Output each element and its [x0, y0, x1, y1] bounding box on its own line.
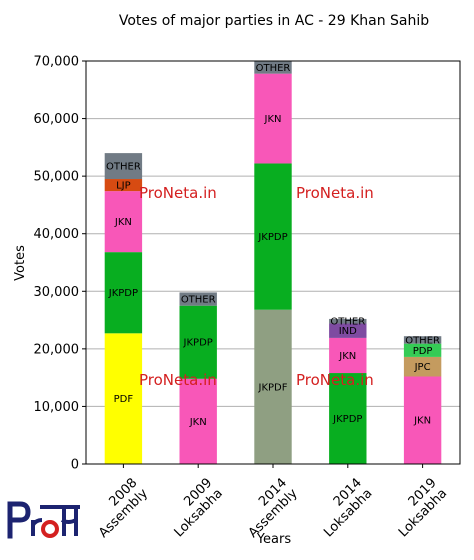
y-tick-label: 10,000	[34, 400, 80, 415]
bar-stack: PDF JKPDP JKN LJP OTHER	[104, 153, 143, 464]
bar-segment	[403, 376, 442, 464]
bar-segment	[104, 153, 143, 180]
watermark-text: ProNeta.in	[296, 371, 374, 389]
y-axis-ticks: 0 10,000 20,000 30,000 40,000 50,000 60,000 70,…	[34, 55, 86, 473]
bar-segment	[179, 378, 217, 464]
bar-segment	[403, 336, 442, 344]
y-tick-label: 0	[71, 458, 79, 473]
bar-segment-label: PDP	[413, 346, 433, 357]
logo-letter-ta	[60, 507, 78, 536]
bar-segment-label: JKN	[114, 217, 132, 228]
y-axis-label: Votes	[13, 245, 28, 281]
bar-segment-label: OTHER	[405, 335, 440, 346]
bar-segment-label: IND	[339, 326, 357, 337]
logo-letter-p	[7, 501, 31, 539]
x-tick-label: 2019Loksabha	[385, 475, 450, 540]
y-tick-label: 70,000	[34, 55, 80, 70]
x-axis-label: Years	[256, 532, 292, 547]
bar-segment	[254, 61, 292, 74]
bar-segment-label: JKPDP	[108, 288, 138, 299]
x-tick-label: 2009Loksabha	[161, 475, 226, 540]
bar-segment-label: JKN	[338, 351, 356, 362]
watermark-text: ProNeta.in	[139, 184, 217, 202]
bar-segment	[104, 333, 143, 464]
bar-segment-label: JKPDP	[183, 338, 213, 349]
bar-stack: JKPDF JKPDP JKN OTHER	[254, 61, 292, 464]
watermarks: ProNeta.in ProNeta.in ProNeta.in ProNeta.in	[139, 184, 374, 389]
bar-segment-label: JKN	[413, 416, 431, 427]
logo-letter-r	[31, 518, 43, 536]
bar-segment-label: JKN	[189, 417, 207, 428]
watermark-text: ProNeta.in	[139, 371, 217, 389]
x-tick-label: 2014Loksabha	[311, 475, 376, 540]
bar-segment-label: JKPDP	[257, 232, 287, 243]
y-tick-label: 20,000	[34, 342, 80, 357]
bar-segment-label: JKPDF	[258, 382, 288, 393]
y-tick-label: 60,000	[34, 112, 80, 127]
y-tick-label: 30,000	[34, 285, 80, 300]
bar-segment-label: OTHER	[181, 295, 216, 306]
bar-segment	[104, 179, 143, 192]
y-tick-label: 50,000	[34, 170, 80, 185]
bar-segment	[329, 323, 367, 338]
proneta-logo	[6, 498, 82, 542]
y-tick-label: 40,000	[34, 227, 80, 242]
bar-segment	[254, 309, 292, 464]
bar-segment-label: JKN	[264, 114, 282, 125]
bar-stack: JKN JKPDP OTHER	[179, 292, 217, 464]
x-tick-label: 2008Assembly	[86, 475, 152, 541]
watermark-text: ProNeta.in	[296, 184, 374, 202]
bar-segment-label: OTHER	[106, 162, 141, 173]
bar-segment	[254, 163, 292, 310]
logo-mark	[7, 501, 80, 539]
bar-segment	[179, 292, 217, 306]
x-axis-ticks: 2008Assembly 2009Loksabha 2014Assembly 2014…	[86, 464, 450, 541]
logo-red-o	[41, 520, 59, 538]
chart-title: Votes of major parties in AC - 29 Khan S…	[119, 13, 429, 29]
bar-segment	[403, 356, 442, 377]
bar-stacks: PDFJKPDPJKNLJPOTHERJKNJKPDPOTHERJKPDFJKP…	[104, 61, 442, 464]
bar-segment-label: LJP	[116, 181, 131, 192]
bar-segment-label: OTHER	[256, 63, 291, 74]
bar-segment	[104, 191, 143, 253]
bar-segment-label: PDF	[114, 394, 134, 405]
bar-segment	[403, 343, 442, 357]
bar-segment-label: JKPDP	[332, 414, 362, 425]
bar-segment-label: JPC	[414, 362, 431, 373]
bar-segment-label: OTHER	[330, 317, 365, 328]
bar-segment	[254, 73, 292, 164]
bar-segment	[179, 305, 217, 379]
bar-segment	[329, 373, 367, 464]
bar-segment	[329, 337, 367, 374]
bar-segment	[104, 252, 143, 334]
bar-segment	[329, 318, 367, 324]
